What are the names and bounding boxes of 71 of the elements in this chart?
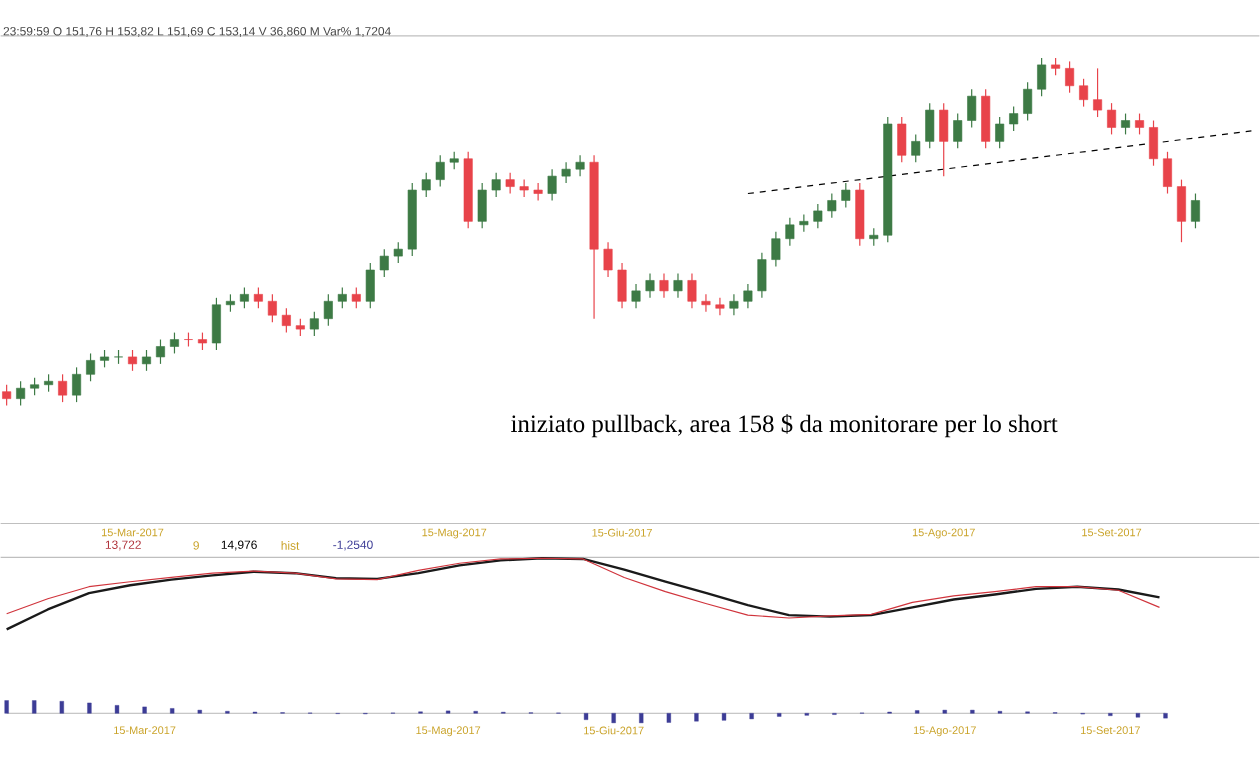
candlestick: [673, 273, 683, 299]
candlestick: [575, 155, 585, 178]
candlestick: [785, 217, 795, 247]
candlestick: [603, 241, 613, 278]
candlestick: [1149, 120, 1159, 167]
candlestick: [491, 172, 501, 198]
candlestick: [757, 252, 767, 299]
candlestick: [841, 182, 851, 209]
candlestick: [1079, 78, 1089, 108]
candlestick: [897, 116, 907, 164]
candlestick: [505, 172, 515, 195]
candlestick: [58, 374, 68, 404]
candlestick: [2, 384, 12, 407]
candlestick: [1135, 113, 1145, 136]
candlestick: [1023, 82, 1033, 122]
candlestick: [365, 262, 375, 310]
candlestick: [939, 102, 949, 178]
candlestick: [687, 273, 697, 310]
candlestick: [911, 134, 921, 164]
candlestick: [267, 294, 277, 324]
candlestick: [995, 116, 1005, 150]
candlestick: [477, 182, 487, 230]
candlestick: [142, 349, 151, 372]
candlestick: [631, 283, 641, 310]
candlestick: [617, 262, 627, 310]
candlestick: [1065, 61, 1075, 94]
candlestick: [435, 155, 445, 188]
candlestick: [729, 294, 739, 317]
candlestick: [827, 193, 837, 219]
candlestick: [169, 332, 179, 355]
candlestick: [659, 273, 669, 299]
candlestick: [16, 381, 26, 407]
candlestick: [771, 231, 781, 268]
candlestick: [393, 241, 403, 265]
candlestick: [281, 308, 291, 334]
candlestick: [1176, 179, 1186, 244]
candlestick: [379, 248, 389, 278]
candlestick: [1121, 113, 1131, 136]
candlestick: [309, 311, 319, 338]
candlestick: [925, 102, 935, 150]
candlestick: [351, 287, 361, 310]
candlestick: [323, 294, 333, 327]
candlestick: [72, 367, 82, 404]
candlestick: [813, 203, 823, 230]
candlestick: [715, 297, 725, 317]
candlestick: [645, 273, 655, 299]
candlestick: [967, 89, 977, 129]
candlestick: [1093, 68, 1103, 119]
candlestick: [421, 172, 431, 198]
candlestick: [547, 168, 557, 202]
candlestick: [1163, 151, 1172, 195]
text: iniziato pullback, area 158 $ da monitorare per lo short: [511, 414, 1058, 438]
candlestick: [519, 179, 529, 198]
candlestick: [1009, 106, 1019, 132]
candlestick: [981, 89, 991, 150]
candlestick: [211, 297, 221, 351]
candlestick: [1107, 102, 1117, 136]
candlestick: [253, 287, 263, 310]
candlestick: [701, 294, 711, 313]
candlestick: [953, 113, 963, 150]
candlestick: [1037, 57, 1047, 98]
candlestick: [337, 287, 347, 310]
candlestick: [128, 349, 138, 372]
candlestick: [155, 339, 165, 365]
candlestick: [86, 353, 96, 383]
candlestick: [533, 182, 543, 202]
candlestick: [1190, 193, 1200, 230]
candlestick: [561, 162, 571, 185]
candlestick: [799, 214, 809, 233]
candlestick: [239, 287, 249, 310]
candlestick: [743, 283, 753, 310]
